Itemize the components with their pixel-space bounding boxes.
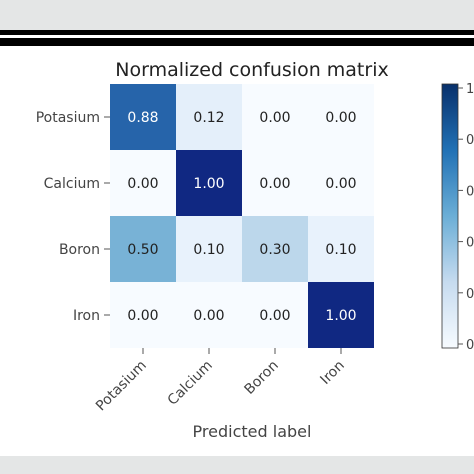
heatmap-cell bbox=[242, 282, 308, 348]
heatmap-cell bbox=[176, 216, 242, 282]
top-border-strip bbox=[0, 0, 474, 30]
heatmap-cell bbox=[176, 282, 242, 348]
cell-value-label: 0.50 bbox=[127, 242, 158, 258]
heatmap-cell bbox=[308, 150, 374, 216]
heatmap-cell bbox=[110, 282, 176, 348]
heatmap-cell bbox=[176, 84, 242, 150]
heatmap-cell bbox=[308, 216, 374, 282]
cell-value-label: 0.10 bbox=[193, 242, 224, 258]
rule-gap bbox=[0, 35, 474, 38]
x-tick-label: Calcium bbox=[165, 358, 216, 409]
colorbar-tick-label: 0 bbox=[466, 184, 474, 199]
heatmap-cell bbox=[242, 84, 308, 150]
cell-value-label: 0.12 bbox=[193, 110, 224, 126]
colorbar-tick-label: 0 bbox=[466, 236, 474, 251]
cell-value-label: 0.00 bbox=[259, 176, 290, 192]
heatmap-cell bbox=[308, 84, 374, 150]
cell-value-label: 0.00 bbox=[325, 176, 356, 192]
heatmap-cell bbox=[110, 84, 176, 150]
cell-value-label: 0.30 bbox=[259, 242, 290, 258]
cell-value-label: 0.00 bbox=[127, 308, 158, 324]
cell-value-label: 0.00 bbox=[325, 110, 356, 126]
x-axis-label: Predicted label bbox=[193, 422, 312, 441]
cell-value-label: 0.00 bbox=[259, 110, 290, 126]
colorbar-tick-label: 0 bbox=[466, 338, 474, 353]
y-tick-label: Potasium bbox=[36, 110, 100, 126]
colorbar-tick-label: 0 bbox=[466, 133, 474, 148]
chart-title: Normalized confusion matrix bbox=[115, 59, 388, 81]
bottom-rule-line bbox=[0, 38, 474, 46]
y-tick-label: Calcium bbox=[44, 176, 100, 192]
heatmap-cell bbox=[110, 216, 176, 282]
x-tick-label: Iron bbox=[317, 358, 347, 388]
heatmap-cell bbox=[176, 150, 242, 216]
cell-value-label: 1.00 bbox=[193, 176, 224, 192]
colorbar-tick-label: 1 bbox=[466, 82, 474, 97]
x-tick-label: Potasium bbox=[93, 358, 150, 415]
bottom-border-strip bbox=[0, 456, 474, 474]
heatmap-cell bbox=[242, 150, 308, 216]
cell-value-label: 1.00 bbox=[325, 308, 356, 324]
cell-value-label: 0.00 bbox=[193, 308, 224, 324]
cell-value-label: 0.88 bbox=[127, 110, 158, 126]
colorbar bbox=[441, 83, 459, 349]
heatmap-cell bbox=[110, 150, 176, 216]
colorbar-tick-label: 0 bbox=[466, 287, 474, 302]
top-rule-line bbox=[0, 30, 474, 35]
y-tick-label: Boron bbox=[59, 242, 100, 258]
x-tick-label: Boron bbox=[241, 358, 281, 398]
y-tick-label: Iron bbox=[73, 308, 100, 324]
cell-value-label: 0.00 bbox=[259, 308, 290, 324]
heatmap-cell bbox=[308, 282, 374, 348]
heatmap-cell bbox=[242, 216, 308, 282]
cell-value-label: 0.10 bbox=[325, 242, 356, 258]
cell-value-label: 0.00 bbox=[127, 176, 158, 192]
